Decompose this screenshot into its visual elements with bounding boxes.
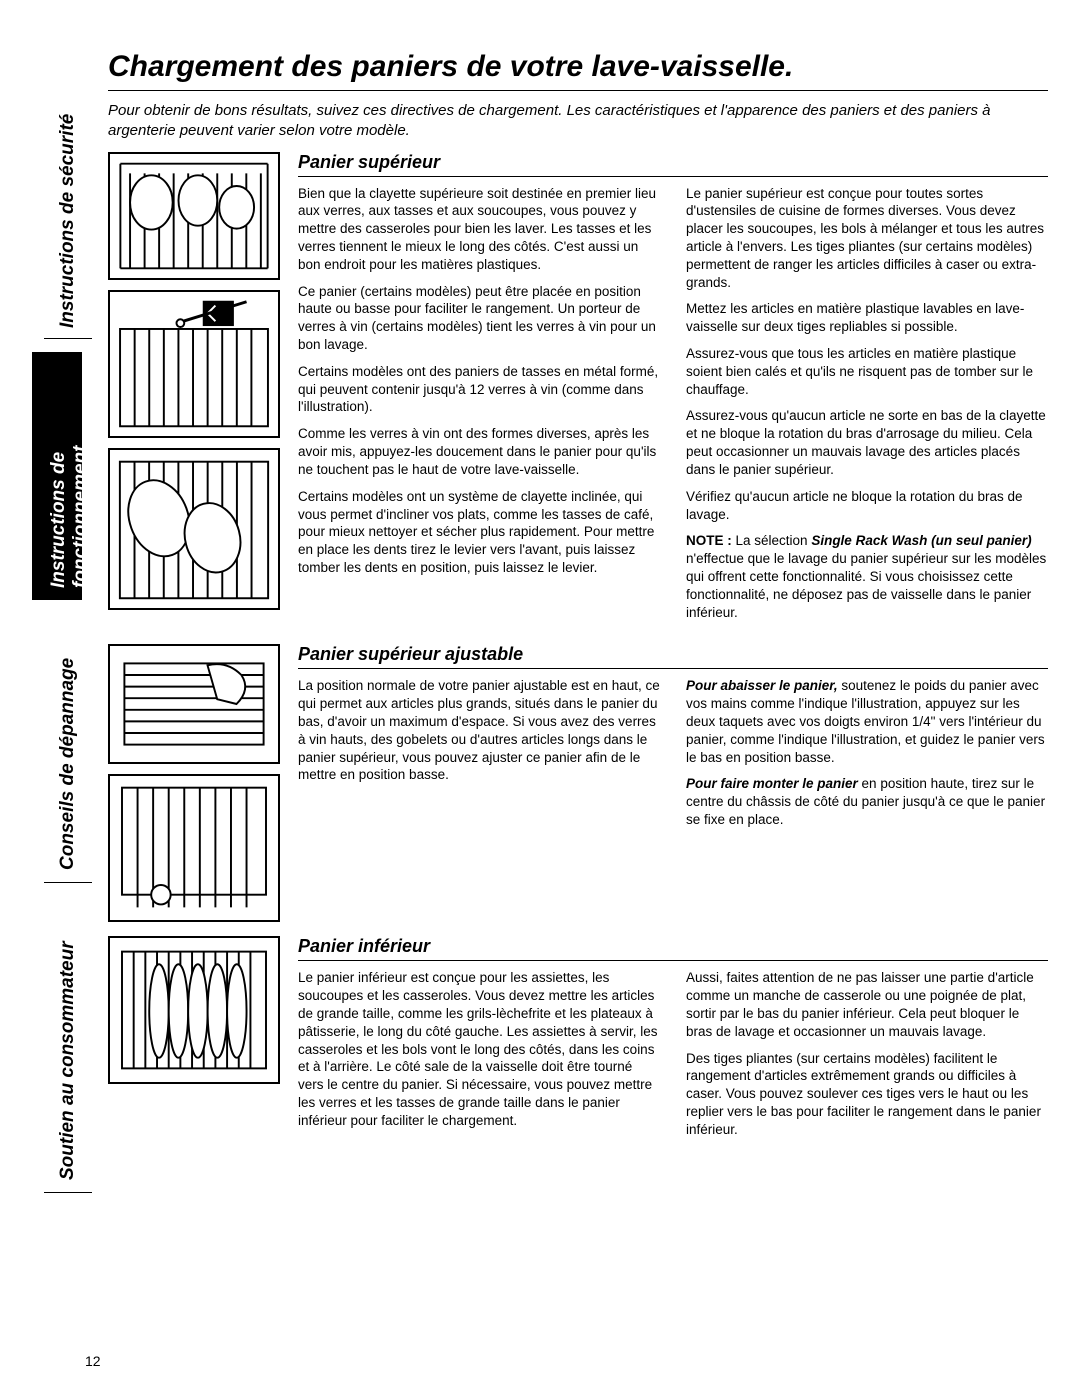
bold-label: Pour faire monter le panier xyxy=(686,776,858,791)
col-adj-left: La position normale de votre panier ajus… xyxy=(298,677,660,838)
para: Assurez-vous que tous les articles en ma… xyxy=(686,345,1048,398)
para: Le panier inférieur est conçue pour les … xyxy=(298,969,660,1129)
col-adj-right: Pour abaisser le panier, soutenez le poi… xyxy=(686,677,1048,838)
figure-upper-rack-wine xyxy=(108,290,280,438)
para: Le panier supérieur est conçue pour tout… xyxy=(686,185,1048,292)
heading-adjustable: Panier supérieur ajustable xyxy=(298,644,1048,669)
tab-divider-2 xyxy=(44,882,92,883)
tab-divider-3 xyxy=(44,1192,92,1193)
para: Mettez les articles en matière plastique… xyxy=(686,300,1048,336)
figure-upper-rack-tilt xyxy=(108,448,280,610)
para: Des tiges pliantes (sur certains modèles… xyxy=(686,1050,1048,1139)
para: Pour abaisser le panier, soutenez le poi… xyxy=(686,677,1048,766)
para: Pour faire monter le panier en position … xyxy=(686,775,1048,828)
tab-safety[interactable]: Instructions de sécurité xyxy=(57,114,79,328)
note-para: NOTE : La sélection Single Rack Wash (un… xyxy=(686,532,1048,621)
figure-upper-rack-cups xyxy=(108,152,280,280)
tab-operation-line2[interactable]: fonctionnement xyxy=(70,446,92,589)
tab-support[interactable]: Soutien au consommateur xyxy=(57,941,79,1180)
para: Aussi, faites attention de ne pas laisse… xyxy=(686,969,1048,1040)
note-bold: Single Rack Wash (un seul panier) xyxy=(811,533,1031,548)
note-prefix: NOTE : xyxy=(686,533,732,548)
figure-adjust-rack xyxy=(108,774,280,922)
main-content: Chargement des paniers de votre lave-vai… xyxy=(108,50,1048,1162)
para: La position normale de votre panier ajus… xyxy=(298,677,660,784)
sidebar-tabs: Instructions de sécurité Instructions de… xyxy=(34,50,80,1360)
bold-label: Pour abaisser le panier, xyxy=(686,678,838,693)
para: Bien que la clayette supérieure soit des… xyxy=(298,185,660,274)
para: Certains modèles ont un système de claye… xyxy=(298,488,660,577)
note-pre: La sélection xyxy=(732,533,812,548)
col-lower-right: Aussi, faites attention de ne pas laisse… xyxy=(686,969,1048,1147)
para: Comme les verres à vin ont des formes di… xyxy=(298,425,660,478)
heading-upper: Panier supérieur xyxy=(298,152,1048,177)
tab-troubleshoot[interactable]: Conseils de dépannage xyxy=(57,658,79,870)
tab-operation-line1[interactable]: Instructions de xyxy=(48,452,70,588)
page-number: 12 xyxy=(85,1353,101,1369)
figure-lower-rack xyxy=(108,936,280,1084)
para: Certains modèles ont des paniers de tass… xyxy=(298,363,660,416)
figures-adjustable xyxy=(108,644,280,922)
heading-lower: Panier inférieur xyxy=(298,936,1048,961)
col-upper-left: Bien que la clayette supérieure soit des… xyxy=(298,185,660,631)
section-upper-rack: Panier supérieur Bien que la clayette su… xyxy=(108,152,1048,631)
intro-text: Pour obtenir de bons résultats, suivez c… xyxy=(108,101,1048,142)
section-adjustable: Panier supérieur ajustable La position n… xyxy=(108,644,1048,922)
note-post: n'effectue que le lavage du panier supér… xyxy=(686,551,1046,619)
para: Assurez-vous qu'aucun article ne sorte e… xyxy=(686,407,1048,478)
para: Vérifiez qu'aucun article ne bloque la r… xyxy=(686,488,1048,524)
col-upper-right: Le panier supérieur est conçue pour tout… xyxy=(686,185,1048,631)
col-lower-left: Le panier inférieur est conçue pour les … xyxy=(298,969,660,1147)
figures-lower xyxy=(108,936,280,1147)
section-lower-rack: Panier inférieur Le panier inférieur est… xyxy=(108,936,1048,1147)
text-lower: Panier inférieur Le panier inférieur est… xyxy=(298,936,1048,1147)
page-title: Chargement des paniers de votre lave-vai… xyxy=(108,50,1048,91)
text-adjustable: Panier supérieur ajustable La position n… xyxy=(298,644,1048,922)
figure-adjust-hand xyxy=(108,644,280,764)
text-upper: Panier supérieur Bien que la clayette su… xyxy=(298,152,1048,631)
tab-divider xyxy=(44,338,92,339)
para: Ce panier (certains modèles) peut être p… xyxy=(298,283,660,354)
figures-upper xyxy=(108,152,280,631)
